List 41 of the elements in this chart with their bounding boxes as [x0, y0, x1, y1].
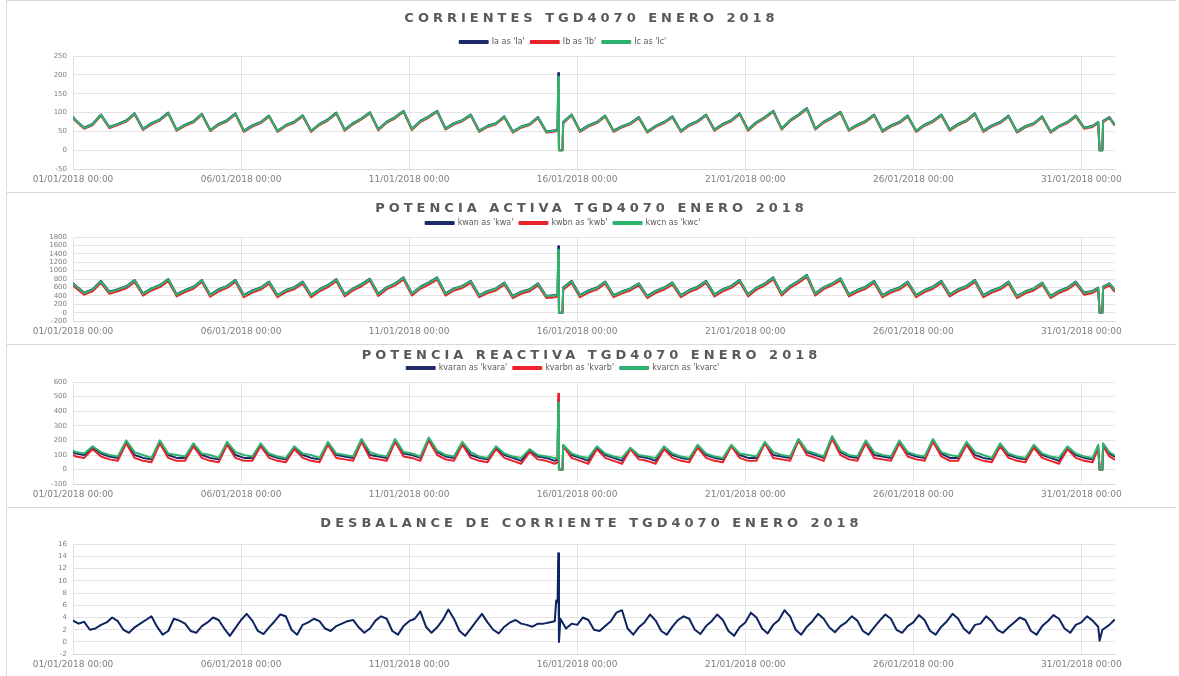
- x-tick-label: 21/01/2018 00:00: [704, 173, 786, 184]
- x-tick-label: 26/01/2018 00:00: [872, 173, 954, 184]
- legend-label: kwan as 'kwa': [457, 218, 514, 228]
- x-tick-label: 31/01/2018 00:00: [1041, 325, 1122, 336]
- x-tick-label: 01/01/2018 00:00: [32, 488, 114, 499]
- x-tick-label: 21/01/2018 00:00: [704, 488, 786, 499]
- legend-label: Ia as 'Ia': [491, 37, 525, 47]
- x-tick-label: 06/01/2018 00:00: [200, 488, 282, 499]
- legend-label: kwcn as 'kwc': [645, 218, 701, 228]
- chart-title: DESBALANCE DE CORRIENTE TGD4070 ENERO 2018: [319, 515, 864, 531]
- x-tick-label: 01/01/2018 00:00: [32, 658, 114, 669]
- x-tick-label: 16/01/2018 00:00: [536, 488, 618, 499]
- x-tick-label: 16/01/2018 00:00: [536, 173, 618, 184]
- x-tick-label: 11/01/2018 00:00: [368, 325, 450, 336]
- x-tick-label: 06/01/2018 00:00: [200, 658, 282, 669]
- x-tick-label: 26/01/2018 00:00: [872, 488, 954, 499]
- x-tick-label: 31/01/2018 00:00: [1041, 173, 1122, 184]
- x-tick-label: 21/01/2018 00:00: [704, 658, 786, 669]
- legend-label: Ib as 'Ib': [562, 37, 597, 47]
- x-tick-label: 01/01/2018 00:00: [32, 173, 114, 184]
- chart-title: POTENCIA ACTIVA TGD4070 ENERO 2018: [374, 200, 809, 216]
- chart-title: POTENCIA REACTIVA TGD4070 ENERO 2018: [360, 347, 823, 363]
- x-tick-label: 16/01/2018 00:00: [536, 325, 618, 336]
- x-tick-label: 06/01/2018 00:00: [200, 173, 282, 184]
- legend-label: kvarcn as 'kvarc': [652, 363, 720, 373]
- legend-label: kvaran as 'kvara': [438, 363, 508, 373]
- legend-label: kwbn as 'kwb': [551, 218, 608, 228]
- x-tick-label: 16/01/2018 00:00: [536, 658, 618, 669]
- x-tick-label: 11/01/2018 00:00: [368, 658, 450, 669]
- x-tick-label: 26/01/2018 00:00: [872, 658, 954, 669]
- x-tick-label: 11/01/2018 00:00: [368, 488, 450, 499]
- x-tick-label: 11/01/2018 00:00: [368, 173, 450, 184]
- chart-title: CORRIENTES TGD4070 ENERO 2018: [403, 10, 780, 26]
- x-tick-label: 21/01/2018 00:00: [704, 325, 786, 336]
- legend-label: Ic as 'Ic': [634, 37, 667, 47]
- x-tick-label: 06/01/2018 00:00: [200, 325, 282, 336]
- legend-label: kvarbn as 'kvarb': [545, 363, 615, 373]
- x-tick-label: 31/01/2018 00:00: [1041, 488, 1122, 499]
- x-tick-label: 26/01/2018 00:00: [872, 325, 954, 336]
- x-tick-label: 01/01/2018 00:00: [32, 325, 114, 336]
- x-tick-label: 31/01/2018 00:00: [1041, 658, 1122, 669]
